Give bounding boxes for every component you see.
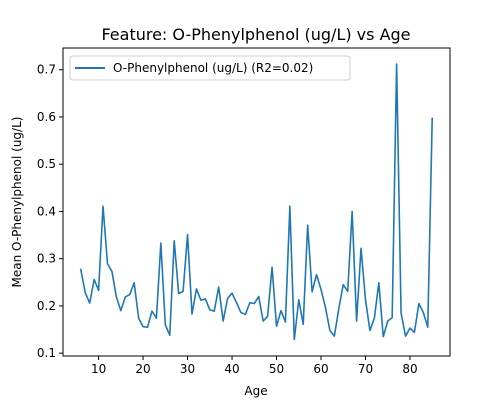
series-layer xyxy=(79,63,434,341)
y-tick-label: 0.5 xyxy=(37,157,56,171)
plot-area-frame xyxy=(62,47,451,357)
x-tick-label: 60 xyxy=(313,362,328,376)
x-axis-label: Age xyxy=(244,384,267,398)
legend-box xyxy=(69,55,351,81)
y-tick-label: 0.7 xyxy=(37,63,56,77)
y-tick-label: 0.4 xyxy=(37,204,56,218)
chart-title: Feature: O-Phenylphenol (ug/L) vs Age xyxy=(101,25,410,44)
legend-label: O-Phenylphenol (ug/L) (R2=0.02) xyxy=(113,61,313,75)
y-tick-label: 0.2 xyxy=(37,299,56,313)
y-axis-label: Mean O-Phenylphenol (ug/L) xyxy=(10,117,24,288)
x-tick-label: 40 xyxy=(224,362,239,376)
x-tick-label: 50 xyxy=(269,362,284,376)
y-tick-label: 0.3 xyxy=(37,252,56,266)
y-tick-label: 0.6 xyxy=(37,110,56,124)
x-tick-label: 80 xyxy=(402,362,417,376)
series-line xyxy=(79,63,434,341)
legend: O-Phenylphenol (ug/L) (R2=0.02) xyxy=(69,55,351,81)
y-tick-label: 0.1 xyxy=(37,346,56,360)
x-tick-label: 70 xyxy=(358,362,373,376)
x-tick-label: 20 xyxy=(135,362,150,376)
x-tick-label: 30 xyxy=(180,362,195,376)
x-tick-label: 10 xyxy=(91,362,106,376)
axis-ticks: 10 20 30 40 50 60 70 80 0.1 0.2 0.3 0.4 0.5 0.6 0.7 xyxy=(37,63,418,376)
